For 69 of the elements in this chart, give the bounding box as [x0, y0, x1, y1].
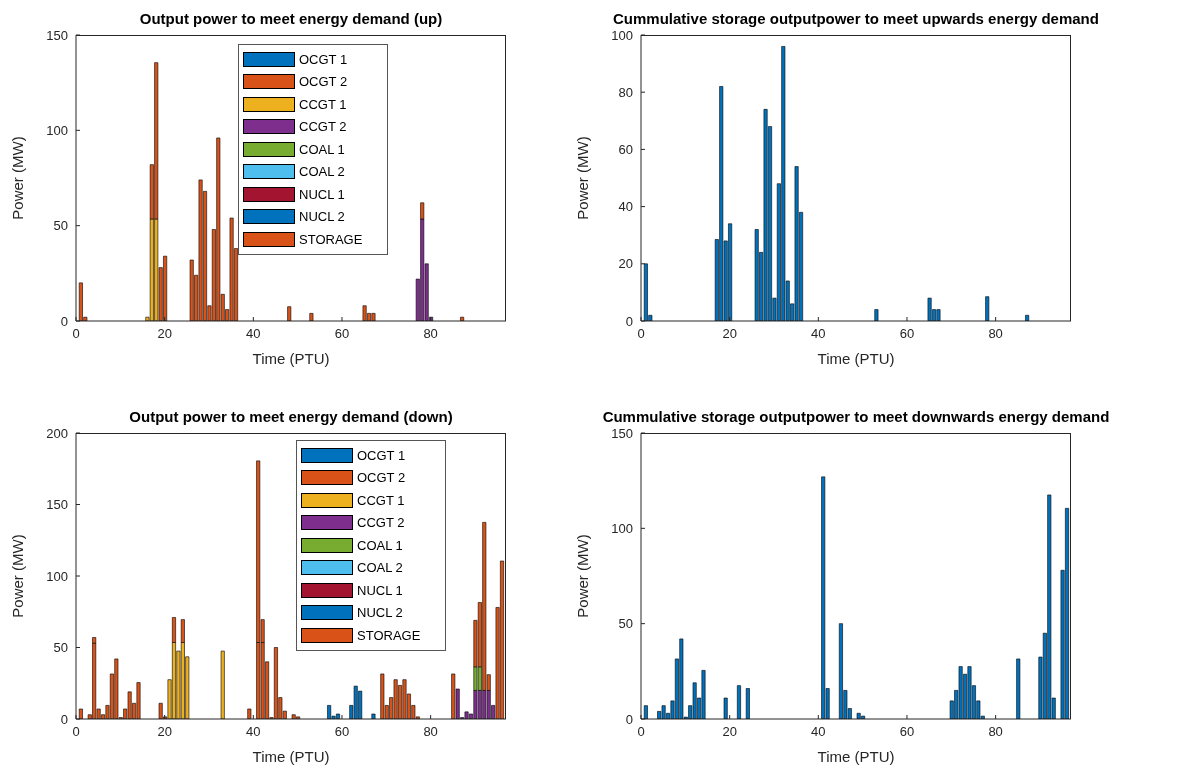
x-tick-label: 0 — [637, 724, 645, 740]
x-tick-label: 40 — [811, 326, 826, 342]
legend-label: OCGT 1 — [357, 447, 406, 463]
y-tick-label: 200 — [46, 425, 68, 441]
y-tick-label: 40 — [618, 199, 633, 215]
chart-title: Cummulative storage outputpower to meet upwards energy demand — [612, 10, 1100, 27]
legend-label: OCGT 1 — [299, 51, 348, 67]
y-axis-title: Power (MW) — [574, 534, 592, 618]
y-tick-label: 60 — [618, 142, 633, 158]
x-tick-label: 0 — [637, 326, 645, 342]
y-axis-title: Power (MW) — [574, 136, 592, 220]
y-tick-label: 150 — [46, 27, 68, 43]
x-tick-label: 60 — [899, 724, 915, 740]
legend-label: CCGT 1 — [299, 96, 347, 112]
y-tick-label: 100 — [46, 122, 68, 138]
y-tick-label: 50 — [53, 218, 68, 234]
y-tick-label: 100 — [46, 568, 68, 584]
y-axis-title: Power (MW) — [9, 534, 27, 618]
legend-label: NUCL 1 — [299, 186, 345, 202]
x-tick-label: 60 — [334, 724, 350, 740]
x-tick-label: 20 — [722, 326, 737, 342]
y-tick-label: 50 — [618, 616, 633, 632]
chart-title: Output power to meet energy demand (up) — [139, 10, 443, 27]
x-tick-label: 40 — [811, 724, 826, 740]
chart-title: Output power to meet energy demand (down) — [129, 408, 453, 425]
legend-label: CCGT 2 — [299, 119, 347, 135]
y-tick-label: 20 — [618, 256, 633, 272]
y-tick-label: 0 — [625, 711, 633, 727]
y-tick-label: 150 — [46, 497, 68, 513]
x-tick-label: 60 — [899, 326, 915, 342]
legend-label: OCGT 2 — [299, 74, 348, 90]
x-tick-label: 0 — [72, 724, 80, 740]
y-tick-label: 0 — [60, 313, 68, 329]
y-tick-label: 150 — [611, 425, 633, 441]
x-tick-label: 80 — [988, 326, 1003, 342]
legend-label: OCGT 2 — [357, 470, 406, 486]
y-tick-label: 0 — [60, 711, 68, 727]
x-tick-label: 0 — [72, 326, 80, 342]
legend-label: CCGT 1 — [357, 492, 405, 508]
x-tick-label: 20 — [722, 724, 737, 740]
legend-label: COAL 2 — [357, 560, 403, 576]
x-tick-label: 40 — [246, 326, 261, 342]
legend-label: NUCL 1 — [357, 582, 403, 598]
x-tick-label: 60 — [334, 326, 350, 342]
legend-label: CCGT 2 — [357, 515, 405, 531]
y-tick-label: 100 — [611, 520, 633, 536]
y-tick-label: 100 — [611, 27, 633, 43]
x-axis-title: Time (PTU) — [817, 350, 895, 367]
legend-label: STORAGE — [299, 231, 363, 247]
legend-label: NUCL 2 — [357, 605, 403, 621]
y-tick-label: 80 — [618, 84, 633, 100]
x-axis-title: Time (PTU) — [817, 748, 895, 765]
legend-label: STORAGE — [357, 627, 421, 643]
legend-label: COAL 1 — [357, 537, 403, 553]
x-axis-title: Time (PTU) — [252, 350, 330, 367]
chart-title: Cummulative storage outputpower to meet downwards energy demand — [601, 408, 1111, 425]
x-tick-label: 80 — [423, 326, 438, 342]
x-tick-label: 80 — [988, 724, 1003, 740]
x-tick-label: 20 — [157, 326, 172, 342]
y-tick-label: 50 — [53, 640, 68, 656]
legend-label: COAL 2 — [299, 164, 345, 180]
x-tick-label: 40 — [246, 724, 261, 740]
x-tick-label: 20 — [157, 724, 172, 740]
y-tick-label: 0 — [625, 313, 633, 329]
y-axis-title: Power (MW) — [9, 136, 27, 220]
x-axis-title: Time (PTU) — [252, 748, 330, 765]
legend-label: COAL 1 — [299, 141, 345, 157]
x-tick-label: 80 — [423, 724, 438, 740]
legend-label: NUCL 2 — [299, 209, 345, 225]
